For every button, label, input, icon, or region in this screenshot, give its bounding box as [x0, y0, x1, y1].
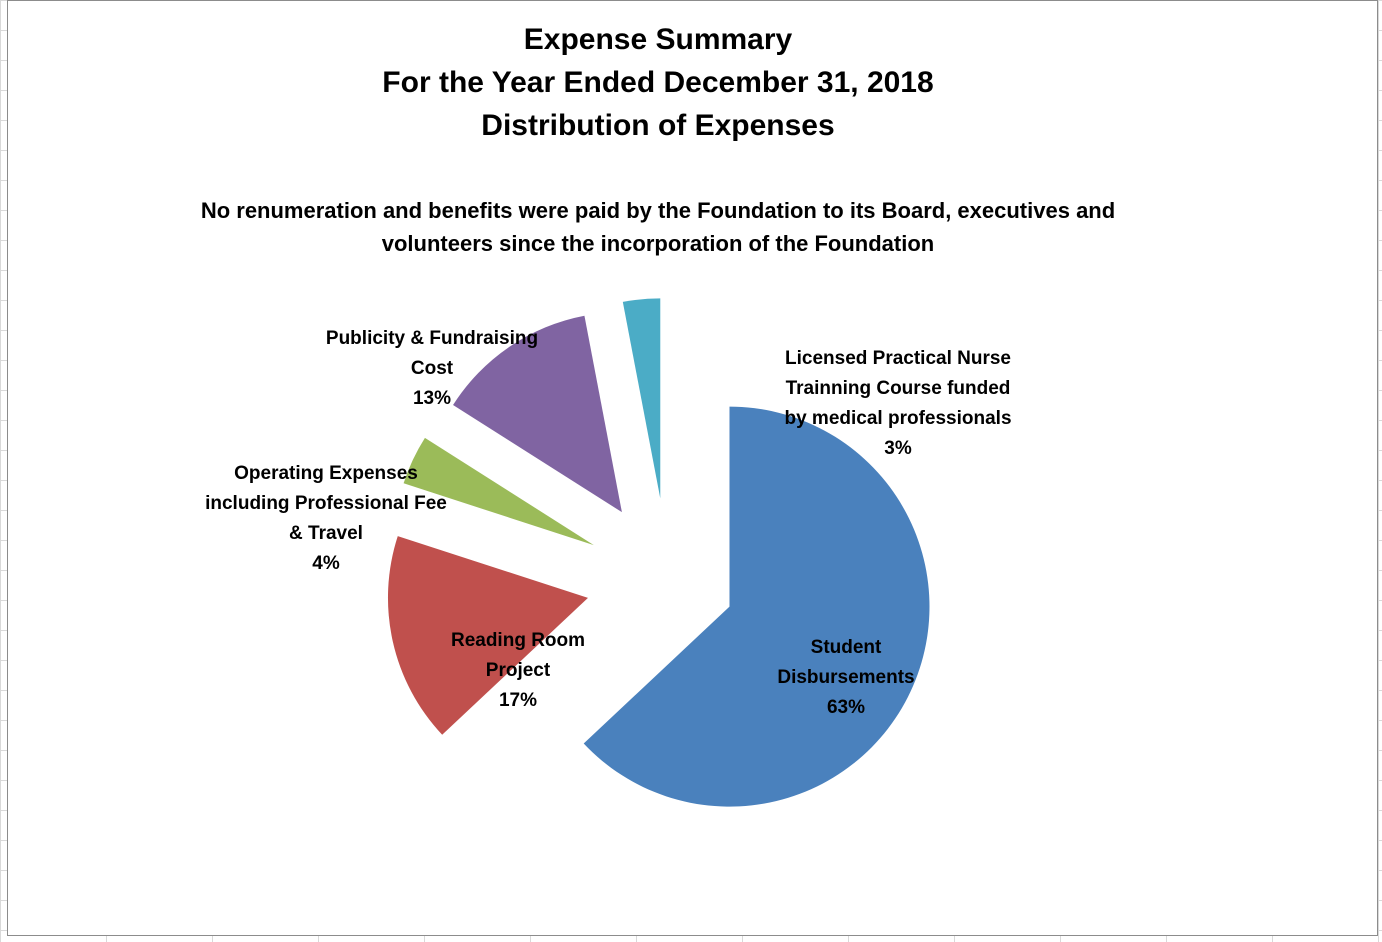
data-label-line: 17% — [499, 690, 537, 711]
pie-slice-licensed-practical-nurse-trainning-course-funded-by-medical-professionals[interactable] — [622, 298, 661, 499]
data-label-publicity-fundraising-cost: Publicity & Fundraising Cost 13% — [326, 328, 538, 409]
pie-slice-student-disbursements[interactable] — [583, 406, 930, 807]
data-label-line: 4% — [312, 553, 340, 574]
pie-slice-operating-expenses-including-professional-fee-travel[interactable] — [403, 437, 594, 546]
data-label-line: Cost — [411, 358, 454, 379]
chart-subtitle-line-2: volunteers since the incorporation of th… — [381, 231, 935, 256]
data-label-line: Trainning Course funded — [786, 378, 1011, 399]
pie-slice-reading-room-project[interactable] — [387, 536, 588, 735]
chart-title-line-1: Expense Summary — [523, 23, 793, 56]
data-label-line: 13% — [413, 388, 451, 409]
data-label-student-disbursements: Student Disbursements 63% — [777, 637, 914, 718]
data-label-line: & Travel — [289, 523, 363, 544]
data-label-operating-expenses-including-professional-fee-travel: Operating Expenses including Professional… — [205, 463, 447, 574]
data-label-line: 3% — [884, 438, 912, 459]
data-label-line: Licensed Practical Nurse — [785, 348, 1011, 369]
data-label-line: Publicity & Fundraising — [326, 328, 538, 349]
data-label-line: including Professional Fee — [205, 493, 447, 514]
pie-slice-publicity-fundraising-cost[interactable] — [453, 315, 622, 513]
chart-title-line-3: Distribution of Expenses — [481, 109, 835, 142]
data-label-line: Student — [811, 637, 882, 658]
data-label-line: Operating Expenses — [234, 463, 418, 484]
chart-title-line-2: For the Year Ended December 31, 2018 — [382, 66, 934, 99]
data-label-line: by medical professionals — [784, 408, 1011, 429]
data-label-line: 63% — [827, 697, 865, 718]
data-label-line: Disbursements — [777, 667, 914, 688]
chart-subtitle-line-1: No renumeration and benefits were paid b… — [200, 198, 1116, 223]
data-label-line: Project — [486, 660, 551, 681]
data-label-reading-room-project: Reading Room Project 17% — [451, 630, 585, 711]
data-label-line: Reading Room — [451, 630, 585, 651]
data-label-licensed-practical-nurse-trainning-course-funded-by-medical-professionals: Licensed Practical Nurse Trainning Course… — [784, 348, 1011, 459]
